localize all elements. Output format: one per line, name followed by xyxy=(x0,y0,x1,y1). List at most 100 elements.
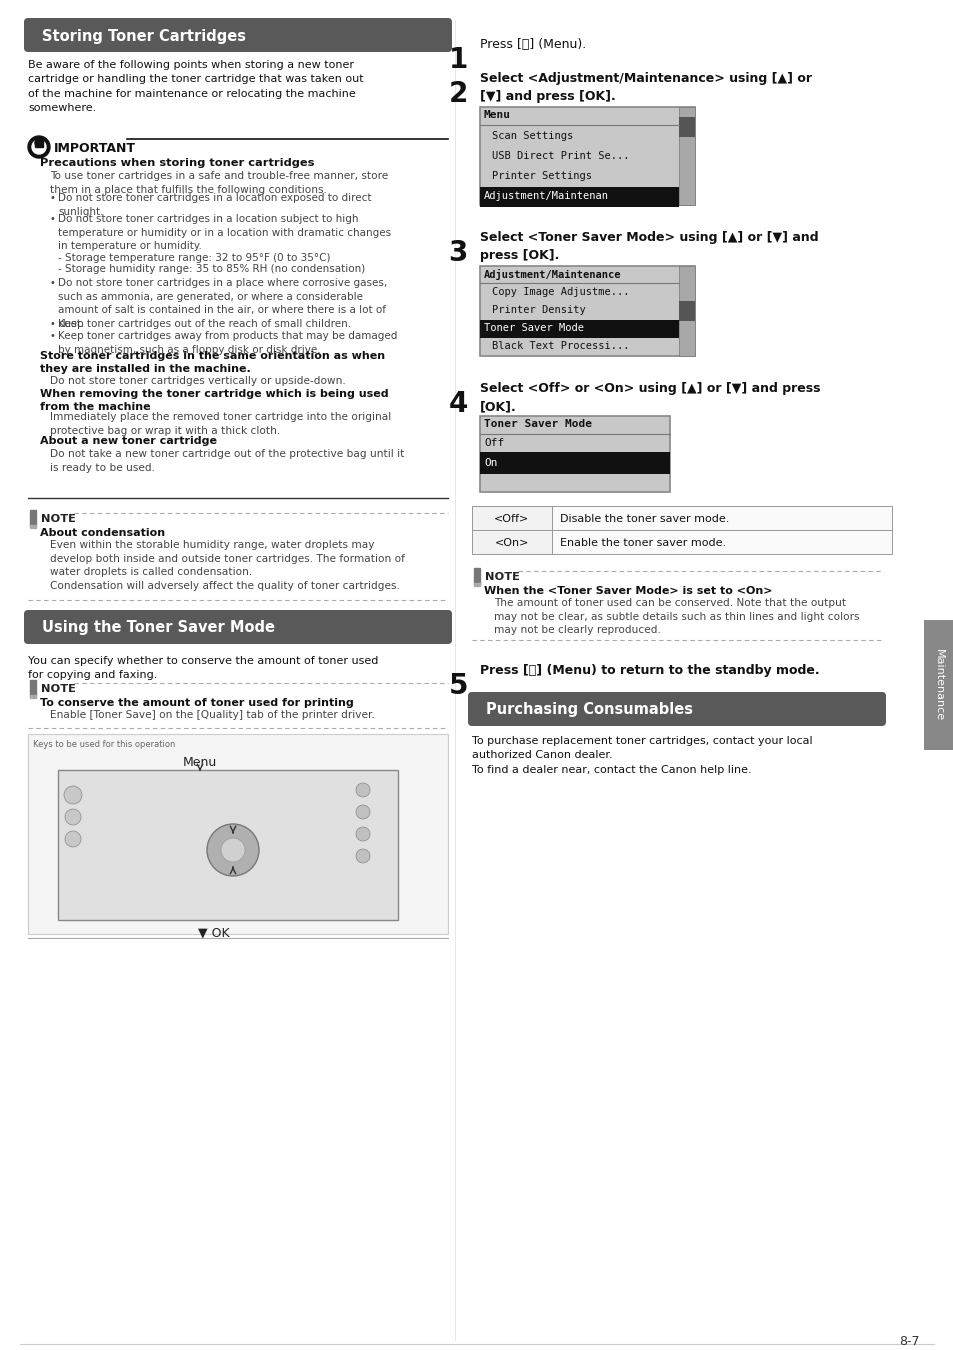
Bar xyxy=(479,416,669,491)
Text: To purchase replacement toner cartridges, contact your local
authorized Canon de: To purchase replacement toner cartridges… xyxy=(472,736,812,775)
Bar xyxy=(479,188,679,205)
Text: Do not store toner cartridges in a location exposed to direct
sunlight.: Do not store toner cartridges in a locat… xyxy=(58,193,371,216)
Text: Adjustment/Maintenance: Adjustment/Maintenance xyxy=(483,269,620,279)
Circle shape xyxy=(221,838,245,863)
Bar xyxy=(479,188,679,207)
Bar xyxy=(552,506,891,531)
Bar xyxy=(679,301,695,321)
Text: USB Direct Print Se...: USB Direct Print Se... xyxy=(492,151,629,161)
Text: Menu: Menu xyxy=(483,109,511,120)
Text: Press [ⓘ] (Menu) to return to the standby mode.: Press [ⓘ] (Menu) to return to the standb… xyxy=(479,664,819,676)
Bar xyxy=(30,680,36,697)
Bar xyxy=(479,452,669,474)
Bar xyxy=(479,266,695,356)
Bar xyxy=(479,107,695,205)
Text: Do not store toner cartridges in a location subject to high
temperature or humid: Do not store toner cartridges in a locat… xyxy=(58,215,391,251)
Bar xyxy=(30,695,36,698)
FancyBboxPatch shape xyxy=(24,610,452,644)
Text: Enable the toner saver mode.: Enable the toner saver mode. xyxy=(559,539,725,548)
Text: 4: 4 xyxy=(448,390,468,418)
Bar xyxy=(474,583,479,586)
Text: Store toner cartridges in the same orientation as when
they are installed in the: Store toner cartridges in the same orien… xyxy=(40,351,385,374)
Text: Black Text Processi...: Black Text Processi... xyxy=(492,342,629,351)
Bar xyxy=(679,266,695,356)
Bar xyxy=(30,525,36,528)
Text: Press [ⓘ] (Menu).: Press [ⓘ] (Menu). xyxy=(479,38,586,51)
Bar xyxy=(474,568,479,585)
Text: When the <Toner Saver Mode> is set to <On>: When the <Toner Saver Mode> is set to <O… xyxy=(483,586,772,595)
Text: Select <Adjustment/Maintenance> using [▲] or
[▼] and press [OK].: Select <Adjustment/Maintenance> using [▲… xyxy=(479,72,811,103)
Circle shape xyxy=(355,805,370,819)
Circle shape xyxy=(28,136,50,158)
Text: <On>: <On> xyxy=(495,539,529,548)
Text: Do not store toner cartridges in a place where corrosive gases,
such as ammonia,: Do not store toner cartridges in a place… xyxy=(58,278,387,329)
Circle shape xyxy=(65,809,81,825)
Bar xyxy=(58,769,397,919)
Text: Enable [Toner Save] on the [Quality] tab of the printer driver.: Enable [Toner Save] on the [Quality] tab… xyxy=(50,710,375,720)
Text: Menu: Menu xyxy=(183,756,217,770)
Text: Immediately place the removed toner cartridge into the original
protective bag o: Immediately place the removed toner cart… xyxy=(50,412,391,436)
Text: NOTE: NOTE xyxy=(484,572,519,582)
Text: Do not take a new toner cartridge out of the protective bag until it
is ready to: Do not take a new toner cartridge out of… xyxy=(50,450,404,472)
Bar xyxy=(679,117,695,136)
Text: •: • xyxy=(50,331,56,342)
Bar xyxy=(472,506,552,531)
Text: About condensation: About condensation xyxy=(40,528,165,539)
FancyBboxPatch shape xyxy=(24,18,452,53)
Text: To conserve the amount of toner used for printing: To conserve the amount of toner used for… xyxy=(40,698,354,707)
Circle shape xyxy=(64,786,82,805)
Text: Select <Toner Saver Mode> using [▲] or [▼] and
press [OK].: Select <Toner Saver Mode> using [▲] or [… xyxy=(479,231,818,262)
Circle shape xyxy=(65,832,81,846)
Text: Keys to be used for this operation: Keys to be used for this operation xyxy=(33,740,175,749)
Text: Toner Saver Mode: Toner Saver Mode xyxy=(483,418,592,429)
Text: NOTE: NOTE xyxy=(41,684,76,694)
Text: Even within the storable humidity range, water droplets may
develop both inside : Even within the storable humidity range,… xyxy=(50,540,404,591)
Text: Printer Settings: Printer Settings xyxy=(492,171,592,181)
Text: When removing the toner cartridge which is being used
from the machine: When removing the toner cartridge which … xyxy=(40,389,388,412)
Text: Purchasing Consumables: Purchasing Consumables xyxy=(485,702,692,717)
Text: •: • xyxy=(50,193,56,202)
FancyBboxPatch shape xyxy=(468,693,885,726)
Circle shape xyxy=(355,828,370,841)
Text: - Storage temperature range: 32 to 95°F (0 to 35°C): - Storage temperature range: 32 to 95°F … xyxy=(58,252,330,263)
Bar xyxy=(679,107,695,205)
Text: 8-7: 8-7 xyxy=(899,1335,919,1349)
Bar xyxy=(28,734,448,934)
Text: Toner Saver Mode: Toner Saver Mode xyxy=(483,323,583,333)
Text: Select <Off> or <On> using [▲] or [▼] and press
[OK].: Select <Off> or <On> using [▲] or [▼] an… xyxy=(479,382,820,413)
Bar xyxy=(923,620,953,751)
Text: •: • xyxy=(50,278,56,288)
Text: - Storage humidity range: 35 to 85% RH (no condensation): - Storage humidity range: 35 to 85% RH (… xyxy=(58,265,365,274)
Text: Storing Toner Cartridges: Storing Toner Cartridges xyxy=(42,28,246,43)
Text: Do not store toner cartridges vertically or upside-down.: Do not store toner cartridges vertically… xyxy=(50,377,345,386)
Text: 5: 5 xyxy=(448,672,468,701)
Circle shape xyxy=(355,783,370,796)
Text: Keep toner cartridges away from products that may be damaged
by magnetism, such : Keep toner cartridges away from products… xyxy=(58,331,397,355)
Circle shape xyxy=(207,824,258,876)
Bar xyxy=(35,140,43,147)
Text: You can specify whether to conserve the amount of toner used
for copying and fax: You can specify whether to conserve the … xyxy=(28,656,378,680)
Bar xyxy=(30,510,36,526)
Text: Be aware of the following points when storing a new toner
cartridge or handling : Be aware of the following points when st… xyxy=(28,59,363,113)
Text: About a new toner cartridge: About a new toner cartridge xyxy=(40,436,216,446)
Text: The amount of toner used can be conserved. Note that the output
may not be clear: The amount of toner used can be conserve… xyxy=(494,598,859,636)
Text: 3: 3 xyxy=(448,239,468,267)
Text: NOTE: NOTE xyxy=(41,514,76,524)
Text: IMPORTANT: IMPORTANT xyxy=(54,142,136,155)
Circle shape xyxy=(32,140,46,154)
Text: Disable the toner saver mode.: Disable the toner saver mode. xyxy=(559,514,729,524)
Text: Maintenance: Maintenance xyxy=(933,649,943,721)
Text: Precautions when storing toner cartridges: Precautions when storing toner cartridge… xyxy=(40,158,314,167)
Text: To use toner cartridges in a safe and trouble-free manner, store
them in a place: To use toner cartridges in a safe and tr… xyxy=(50,171,388,194)
Text: Using the Toner Saver Mode: Using the Toner Saver Mode xyxy=(42,621,274,636)
Text: 2: 2 xyxy=(448,80,468,108)
Circle shape xyxy=(35,139,43,147)
Text: ▼ OK: ▼ OK xyxy=(198,926,230,940)
Text: On: On xyxy=(483,458,497,468)
Bar xyxy=(472,531,552,554)
Text: Copy Image Adjustme...: Copy Image Adjustme... xyxy=(492,288,629,297)
Text: <Off>: <Off> xyxy=(494,514,529,524)
Text: 1: 1 xyxy=(448,46,468,74)
Text: •: • xyxy=(50,319,56,329)
Circle shape xyxy=(355,849,370,863)
